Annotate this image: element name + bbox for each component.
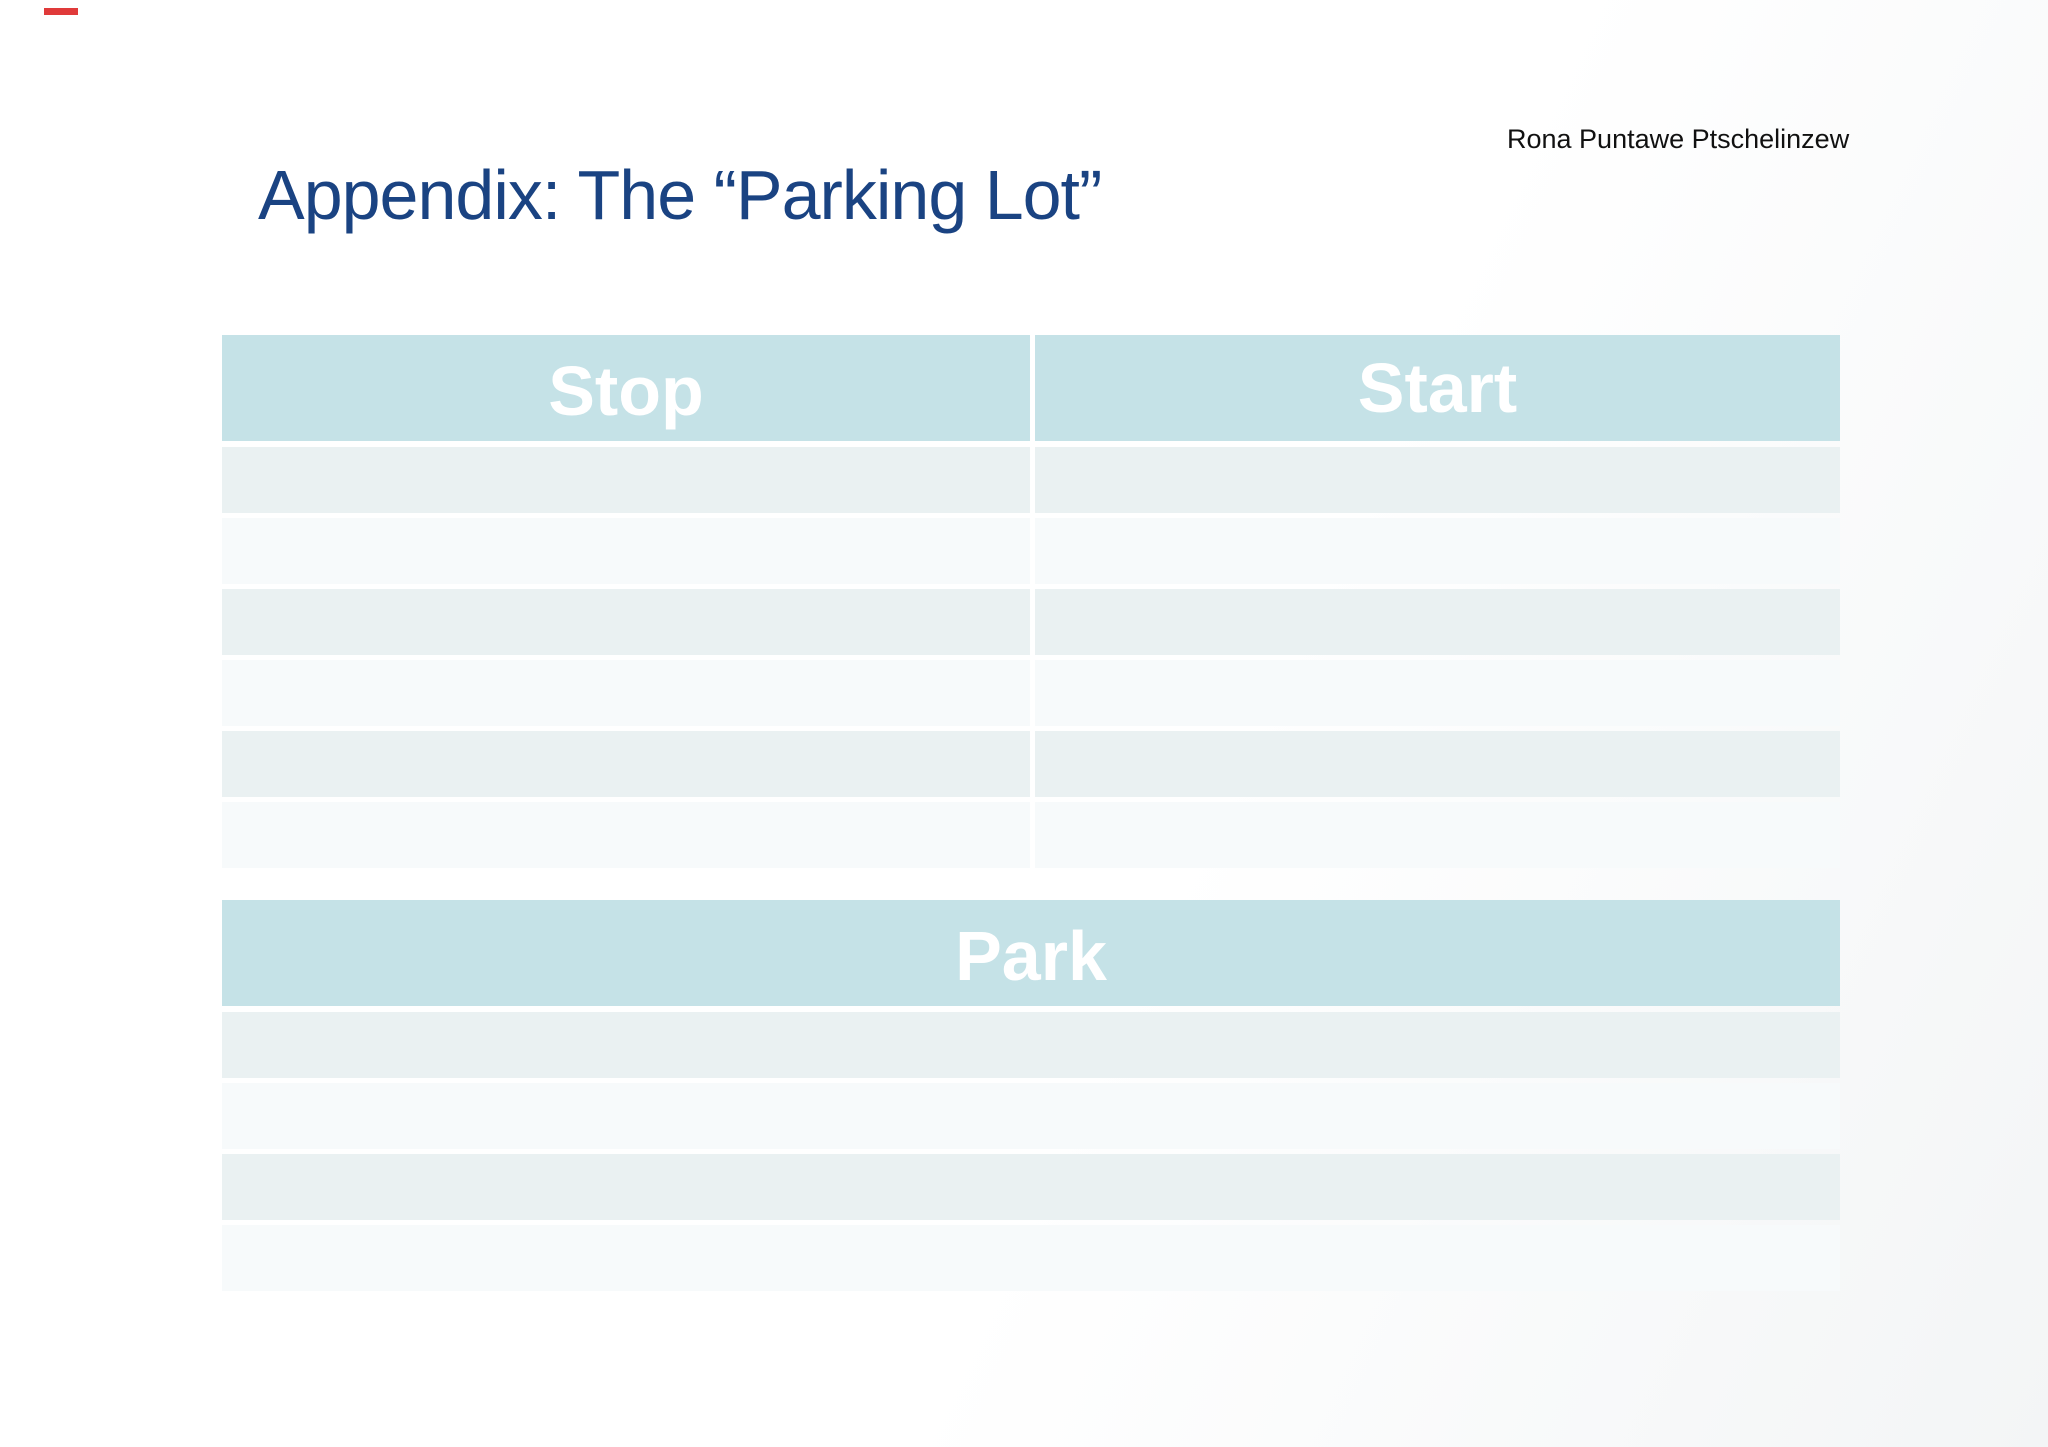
park-column-header: Park [222,900,1840,1006]
table-row [222,731,1840,797]
table-cell [222,802,1030,868]
table-cell [1035,802,1840,868]
table-cell [1035,589,1840,655]
table-cell [222,1012,1840,1078]
page-title: Appendix: The “Parking Lot” [258,156,1102,234]
red-dash-mark [44,8,78,15]
table-row [222,1154,1840,1220]
park-table-body [222,1012,1840,1291]
table-row [222,447,1840,513]
table-row [222,660,1840,726]
stop-start-table-body [222,447,1840,868]
table-row [222,518,1840,584]
table-cell [222,447,1030,513]
table-cell [222,518,1030,584]
stop-start-table: Stop Start [222,335,1840,868]
start-column-header: Start [1035,335,1840,441]
park-table-header-row: Park [222,900,1840,1006]
table-cell [222,660,1030,726]
table-row [222,1225,1840,1291]
table-cell [222,1154,1840,1220]
stop-start-table-header-row: Stop Start [222,335,1840,441]
table-cell [222,1083,1840,1149]
table-row [222,1012,1840,1078]
author-name: Rona Puntawe Ptschelinzew [1507,124,1850,154]
park-table: Park [222,900,1840,1291]
table-cell [1035,518,1840,584]
table-cell [222,1225,1840,1291]
stop-column-header: Stop [222,335,1030,441]
table-cell [1035,660,1840,726]
table-cell [1035,447,1840,513]
table-cell [1035,731,1840,797]
table-cell [222,589,1030,655]
table-row [222,589,1840,655]
table-row [222,1083,1840,1149]
table-cell [222,731,1030,797]
table-row [222,802,1840,868]
